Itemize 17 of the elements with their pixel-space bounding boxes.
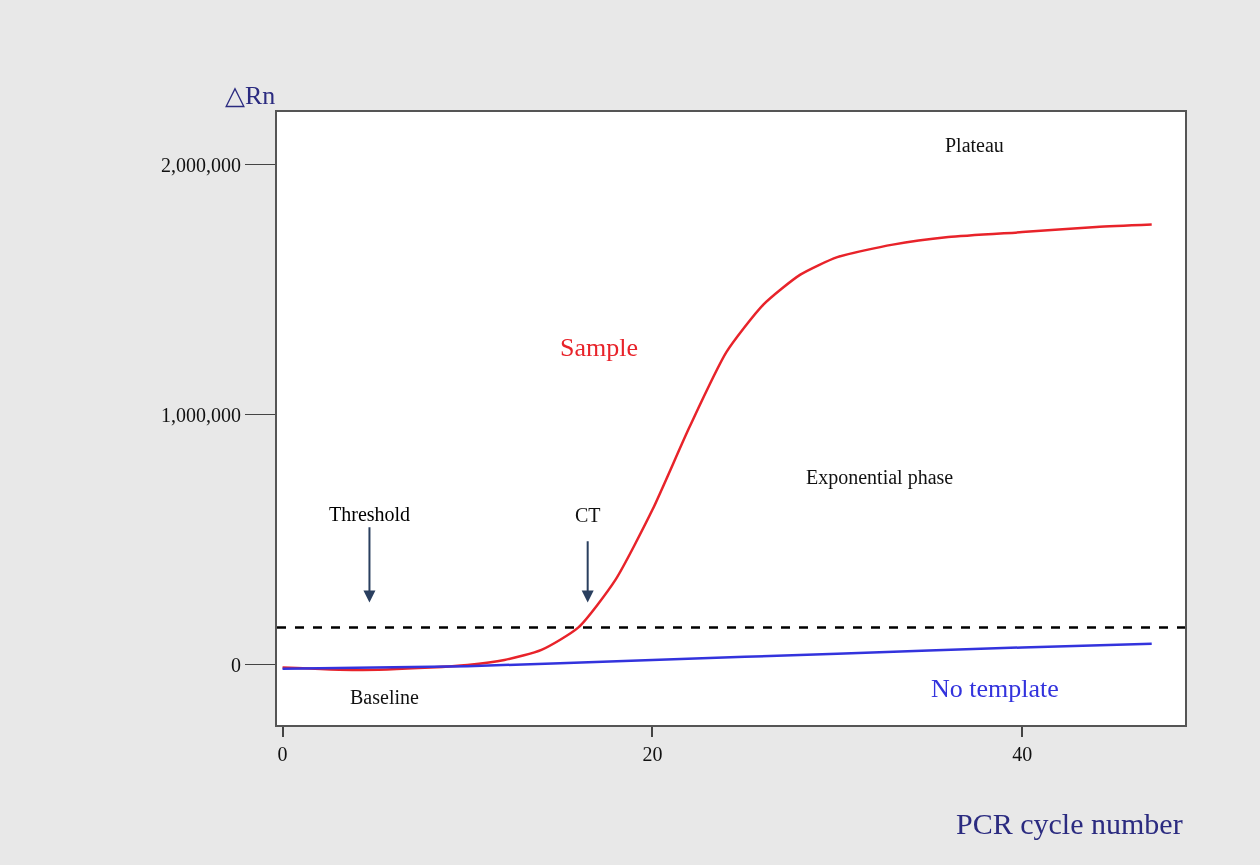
annotation: Plateau bbox=[945, 134, 1004, 156]
y-tick-label: 2,000,000 bbox=[161, 153, 241, 176]
text: Sample bbox=[560, 333, 638, 362]
x-tick-label: 20 bbox=[642, 743, 663, 765]
line-series bbox=[281, 223, 1153, 672]
series-label: No template bbox=[931, 674, 1059, 703]
x-tick-label: 40 bbox=[1012, 743, 1033, 765]
x-tick-label: 0 bbox=[277, 743, 288, 765]
annotation: CT bbox=[575, 504, 601, 526]
line-series bbox=[281, 642, 1153, 670]
x-axis-title: PCR cycle number bbox=[956, 807, 1183, 840]
y-tick-label: 1,000,000 bbox=[161, 403, 241, 426]
y-axis-title: △Rn bbox=[225, 81, 276, 110]
annotation: Exponential phase bbox=[806, 466, 954, 489]
ref-line-label: Threshold bbox=[329, 503, 411, 525]
annotation: Baseline bbox=[350, 686, 419, 708]
y-tick-label: 0 bbox=[231, 653, 241, 676]
